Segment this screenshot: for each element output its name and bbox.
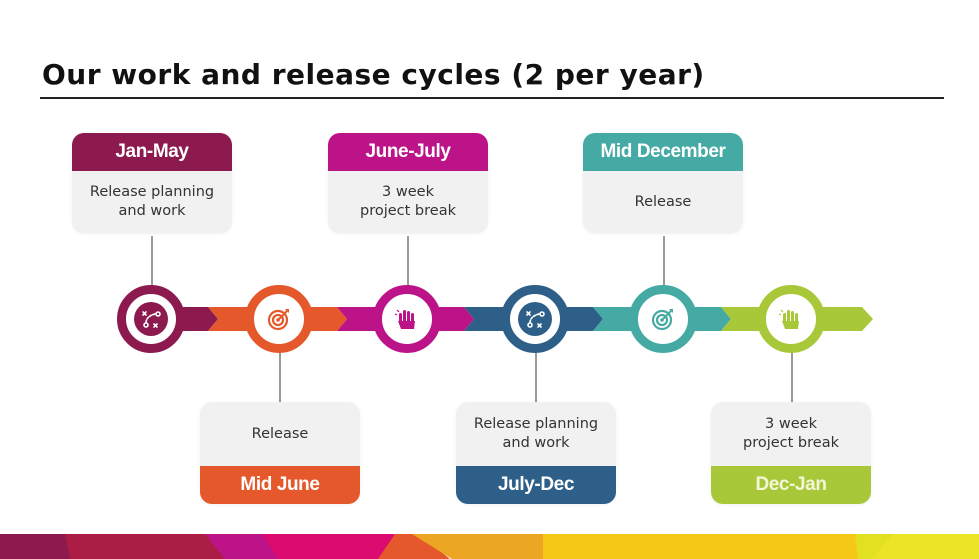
card-body: Release planning and work [89,184,215,219]
card-body: Release planning and work [473,416,599,451]
milestone-3 [373,285,441,353]
connector-line [279,350,281,402]
period-card-mid-december: Mid December Release [583,133,743,233]
card-body: Release [634,193,692,210]
raised-hands-icon [394,309,415,329]
card-header: June-July [328,133,488,171]
raised-hands-icon [778,309,799,329]
milestone-2 [245,285,313,353]
card-header: Dec-Jan [711,466,871,504]
milestone-5 [629,285,697,353]
strategy-play-icon [526,311,545,328]
connector-line [535,350,537,402]
card-body: 3 week project break [360,184,456,219]
target-arrow-icon [651,309,673,331]
connector-line [663,236,665,288]
card-header: Jan-May [72,133,232,171]
strategy-play-icon [142,311,161,328]
connector-line [791,350,793,402]
period-card-july-dec: Release planning and work July-Dec [456,402,616,504]
milestone-4 [501,285,569,353]
target-arrow-icon [267,309,289,331]
decorative-color-stripe [0,534,979,559]
card-body: Release [251,425,309,442]
title-underline [40,97,944,99]
connector-line [151,236,153,288]
card-header: Mid June [200,466,360,504]
card-header: Mid December [583,133,743,171]
card-header: July-Dec [456,466,616,504]
period-card-june-july: June-July 3 week project break [328,133,488,233]
period-card-dec-jan: 3 week project break Dec-Jan [711,402,871,504]
milestone-6 [757,285,825,353]
milestone-1 [117,285,185,353]
period-card-mid-june: Release Mid June [200,402,360,504]
connector-line [407,236,409,288]
period-card-jan-may: Jan-May Release planning and work [72,133,232,233]
card-body: 3 week project break [743,416,839,451]
slide-title: Our work and release cycles (2 per year) [42,58,705,91]
